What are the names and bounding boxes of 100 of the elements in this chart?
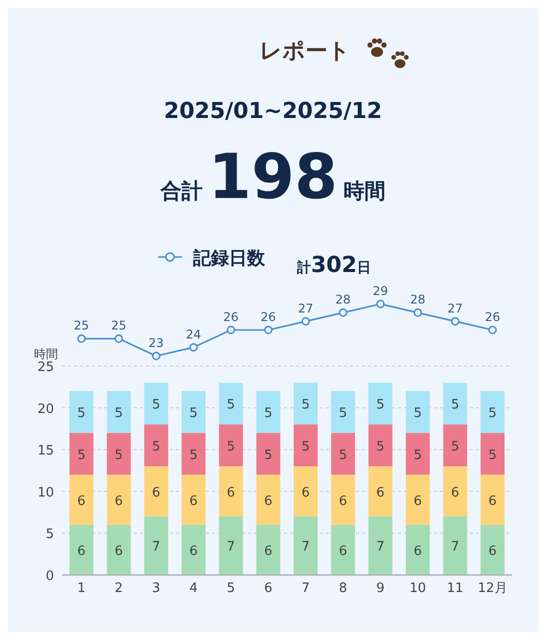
point — [376, 300, 385, 308]
bar — [144, 466, 168, 516]
x-tick-label: 12月 — [478, 581, 508, 596]
y-tick-label: 5 — [46, 527, 54, 542]
bar — [406, 474, 430, 525]
bar — [480, 474, 505, 525]
point — [488, 326, 497, 334]
bar — [256, 391, 280, 433]
chart-subtitle: 2025/01~2025/12 — [164, 99, 382, 124]
bar — [294, 424, 318, 466]
bar — [480, 432, 505, 475]
data-label: 5 — [414, 448, 422, 463]
data-label: 6 — [77, 544, 86, 559]
data-label: 5 — [226, 398, 236, 413]
point — [189, 343, 198, 352]
data-label: 6 — [338, 544, 348, 559]
bar — [182, 524, 206, 575]
bar — [256, 474, 280, 525]
bar — [331, 474, 356, 525]
bar — [406, 432, 430, 475]
data-label: 5 — [77, 406, 86, 421]
x-tick-label: 1 — [77, 581, 86, 596]
data-label: 6 — [414, 494, 422, 509]
y-axis-title: 時間 — [34, 347, 58, 361]
data-label: 26 — [260, 310, 276, 324]
y-tick-label: 20 — [37, 402, 54, 417]
data-label: 6 — [189, 494, 198, 509]
data-label: 6 — [488, 544, 497, 559]
data-label: 5 — [302, 398, 310, 413]
y-tick-label: 10 — [37, 485, 54, 500]
data-label: 5 — [488, 406, 497, 421]
bar — [443, 382, 468, 425]
bar — [182, 474, 206, 525]
point — [450, 317, 460, 326]
bar — [144, 424, 168, 466]
data-label: 7 — [302, 540, 310, 555]
bar — [368, 382, 392, 425]
data-label: 6 — [376, 485, 385, 500]
bar — [480, 524, 505, 575]
data-label: 27 — [448, 301, 463, 316]
data-label: 26 — [484, 310, 500, 324]
data-label: 25 — [111, 318, 126, 333]
data-label: 23 — [148, 336, 164, 350]
x-tick-label: 5 — [226, 581, 236, 596]
data-label: 5 — [376, 398, 385, 413]
bar — [443, 466, 468, 516]
data-label: 6 — [338, 494, 348, 509]
x-tick-label: 10 — [410, 581, 426, 596]
bar — [480, 391, 505, 433]
data-label: 5 — [226, 439, 236, 454]
bar — [368, 516, 392, 575]
data-label: 6 — [414, 544, 422, 559]
data-label: 6 — [264, 494, 272, 509]
point — [114, 334, 124, 343]
legend-label: 記録日数 — [192, 248, 266, 269]
bar — [256, 524, 280, 575]
bar — [294, 382, 318, 425]
bar — [144, 382, 168, 425]
data-label: 25 — [74, 318, 90, 333]
bar — [106, 474, 131, 525]
data-label: 5 — [189, 406, 198, 421]
bar — [443, 424, 468, 466]
data-label: 5 — [451, 439, 460, 454]
point — [301, 317, 310, 326]
data-label: 6 — [77, 494, 86, 509]
bar — [443, 516, 468, 575]
bar — [106, 391, 131, 433]
data-label: 7 — [451, 540, 460, 555]
bar — [69, 524, 94, 575]
data-label: 6 — [152, 485, 160, 500]
bar — [331, 432, 356, 475]
data-label: 6 — [451, 485, 460, 500]
data-label: 6 — [114, 544, 123, 559]
point — [338, 308, 348, 317]
point — [414, 308, 422, 317]
bar — [69, 432, 94, 475]
bar — [182, 432, 206, 475]
text: 計302日 — [296, 253, 371, 278]
data-label: 6 — [488, 494, 497, 509]
data-label: 5 — [152, 398, 160, 413]
data-label: 29 — [372, 284, 388, 298]
bar — [256, 432, 280, 475]
x-tick-label: 3 — [152, 581, 160, 596]
x-tick-label: 2 — [114, 581, 123, 596]
data-label: 27 — [298, 301, 314, 316]
data-label: 26 — [223, 310, 239, 324]
bar — [69, 474, 94, 525]
data-label: 6 — [226, 485, 236, 500]
chart-title: レポート — [260, 39, 350, 64]
y-tick-label: 15 — [37, 444, 54, 459]
point — [77, 334, 86, 343]
data-label: 6 — [302, 485, 310, 500]
bar — [218, 516, 243, 575]
point — [226, 326, 236, 334]
bar — [368, 466, 392, 516]
y-tick-label: 25 — [37, 360, 54, 375]
bar — [406, 524, 430, 575]
bar — [218, 424, 243, 466]
data-label: 5 — [302, 439, 310, 454]
bar — [144, 516, 168, 575]
